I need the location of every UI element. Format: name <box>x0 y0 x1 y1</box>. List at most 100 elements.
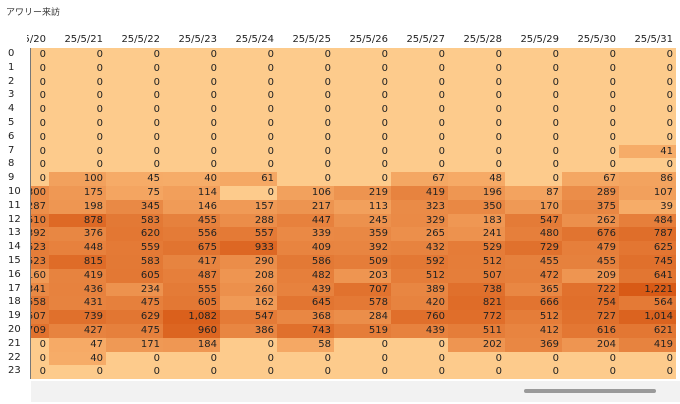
heatmap-cell[interactable]: 0 <box>106 117 163 131</box>
heatmap-cell[interactable]: 0 <box>277 117 334 131</box>
heatmap-cell[interactable]: 0 <box>31 352 49 366</box>
heatmap-cell[interactable]: 341 <box>31 283 49 297</box>
heatmap-cell[interactable]: 432 <box>391 241 448 255</box>
heatmap-cell[interactable]: 675 <box>163 241 220 255</box>
heatmap-cell[interactable]: 821 <box>448 296 505 310</box>
heatmap-cell[interactable]: 0 <box>448 62 505 76</box>
heatmap-cell[interactable]: 0 <box>106 365 163 379</box>
heatmap-cell[interactable]: 0 <box>277 89 334 103</box>
heatmap-cell[interactable]: 160 <box>31 269 49 283</box>
heatmap-cell[interactable]: 0 <box>163 48 220 62</box>
heatmap-cell[interactable]: 0 <box>31 76 49 90</box>
heatmap-cell[interactable]: 0 <box>163 89 220 103</box>
heatmap-cell[interactable]: 455 <box>163 214 220 228</box>
heatmap-cell[interactable]: 419 <box>391 186 448 200</box>
heatmap-cell[interactable]: 106 <box>277 186 334 200</box>
heatmap-cell[interactable]: 417 <box>163 255 220 269</box>
heatmap-cell[interactable]: 564 <box>619 296 676 310</box>
heatmap-cell[interactable]: 0 <box>562 117 619 131</box>
heatmap-cell[interactable]: 523 <box>31 241 49 255</box>
heatmap-cell[interactable]: 0 <box>277 172 334 186</box>
heatmap-cell[interactable]: 369 <box>505 338 562 352</box>
heatmap-cell[interactable]: 183 <box>448 214 505 228</box>
heatmap-cell[interactable]: 0 <box>391 117 448 131</box>
heatmap-cell[interactable]: 0 <box>505 172 562 186</box>
heatmap-cell[interactable]: 389 <box>391 283 448 297</box>
heatmap-cell[interactable]: 592 <box>391 255 448 269</box>
heatmap-cell[interactable]: 245 <box>334 214 391 228</box>
heatmap-cell[interactable]: 420 <box>391 296 448 310</box>
heatmap-cell[interactable]: 0 <box>391 89 448 103</box>
heatmap-cell[interactable]: 739 <box>49 310 106 324</box>
heatmap-cell[interactable]: 754 <box>562 296 619 310</box>
heatmap-cell[interactable]: 439 <box>391 324 448 338</box>
heatmap-cell[interactable]: 0 <box>49 365 106 379</box>
heatmap-cell[interactable]: 519 <box>334 324 391 338</box>
heatmap-cell[interactable]: 234 <box>106 283 163 297</box>
heatmap-cell[interactable]: 431 <box>49 296 106 310</box>
heatmap-cell[interactable]: 787 <box>619 227 676 241</box>
heatmap-cell[interactable]: 0 <box>391 365 448 379</box>
heatmap-cell[interactable]: 0 <box>220 352 277 366</box>
heatmap-cell[interactable]: 86 <box>619 172 676 186</box>
heatmap-cell[interactable]: 727 <box>562 310 619 324</box>
heatmap-cell[interactable]: 578 <box>334 296 391 310</box>
scrollbar-thumb[interactable] <box>524 389 656 393</box>
heatmap-cell[interactable]: 0 <box>220 117 277 131</box>
heatmap-cell[interactable]: 447 <box>277 214 334 228</box>
heatmap-cell[interactable]: 0 <box>562 103 619 117</box>
heatmap-cell[interactable]: 392 <box>334 241 391 255</box>
heatmap-cell[interactable]: 208 <box>220 269 277 283</box>
heatmap-cell[interactable]: 0 <box>106 158 163 172</box>
heatmap-cell[interactable]: 0 <box>334 352 391 366</box>
heatmap-cell[interactable]: 209 <box>562 269 619 283</box>
heatmap-cell[interactable]: 0 <box>277 76 334 90</box>
heatmap-cell[interactable]: 329 <box>391 214 448 228</box>
heatmap-cell[interactable]: 0 <box>49 145 106 159</box>
heatmap-cell[interactable]: 0 <box>31 365 49 379</box>
heatmap-cell[interactable]: 260 <box>220 283 277 297</box>
heatmap-cell[interactable]: 0 <box>448 48 505 62</box>
heatmap-cell[interactable]: 605 <box>163 296 220 310</box>
heatmap-cell[interactable]: 0 <box>334 103 391 117</box>
heatmap-cell[interactable]: 556 <box>163 227 220 241</box>
heatmap-cell[interactable]: 0 <box>334 338 391 352</box>
heatmap-cell[interactable]: 0 <box>277 62 334 76</box>
heatmap-cell[interactable]: 419 <box>49 269 106 283</box>
heatmap-cell[interactable]: 0 <box>448 103 505 117</box>
heatmap-cell[interactable]: 0 <box>49 62 106 76</box>
heatmap-cell[interactable]: 0 <box>106 145 163 159</box>
heatmap-cell[interactable]: 620 <box>106 227 163 241</box>
heatmap-cell[interactable]: 171 <box>106 338 163 352</box>
heatmap-cell[interactable]: 772 <box>448 310 505 324</box>
heatmap-cell[interactable]: 0 <box>334 117 391 131</box>
heatmap-cell[interactable]: 0 <box>334 365 391 379</box>
heatmap-cell[interactable]: 40 <box>163 172 220 186</box>
heatmap-cell[interactable]: 0 <box>562 158 619 172</box>
heatmap-cell[interactable]: 202 <box>448 338 505 352</box>
heatmap-cell[interactable]: 479 <box>562 241 619 255</box>
heatmap-cell[interactable]: 170 <box>505 200 562 214</box>
heatmap-cell[interactable]: 510 <box>31 214 49 228</box>
heatmap-cell[interactable]: 439 <box>277 283 334 297</box>
heatmap-cell[interactable]: 0 <box>163 76 220 90</box>
heatmap-cell[interactable]: 0 <box>106 89 163 103</box>
heatmap-cell[interactable]: 412 <box>505 324 562 338</box>
heatmap-cell[interactable]: 0 <box>505 62 562 76</box>
heatmap-cell[interactable]: 722 <box>562 283 619 297</box>
heatmap-cell[interactable]: 0 <box>31 172 49 186</box>
heatmap-cell[interactable]: 0 <box>448 352 505 366</box>
heatmap-cell[interactable]: 0 <box>448 158 505 172</box>
heatmap-cell[interactable]: 529 <box>448 241 505 255</box>
heatmap-cell[interactable]: 487 <box>163 269 220 283</box>
heatmap-cell[interactable]: 0 <box>619 62 676 76</box>
heatmap-cell[interactable]: 0 <box>391 352 448 366</box>
heatmap-cell[interactable]: 0 <box>163 117 220 131</box>
heatmap-cell[interactable]: 709 <box>31 324 49 338</box>
heatmap-cell[interactable]: 583 <box>106 214 163 228</box>
heatmap-cell[interactable]: 448 <box>49 241 106 255</box>
heatmap-cell[interactable]: 0 <box>505 76 562 90</box>
heatmap-cell[interactable]: 0 <box>163 365 220 379</box>
heatmap-cell[interactable]: 480 <box>505 227 562 241</box>
